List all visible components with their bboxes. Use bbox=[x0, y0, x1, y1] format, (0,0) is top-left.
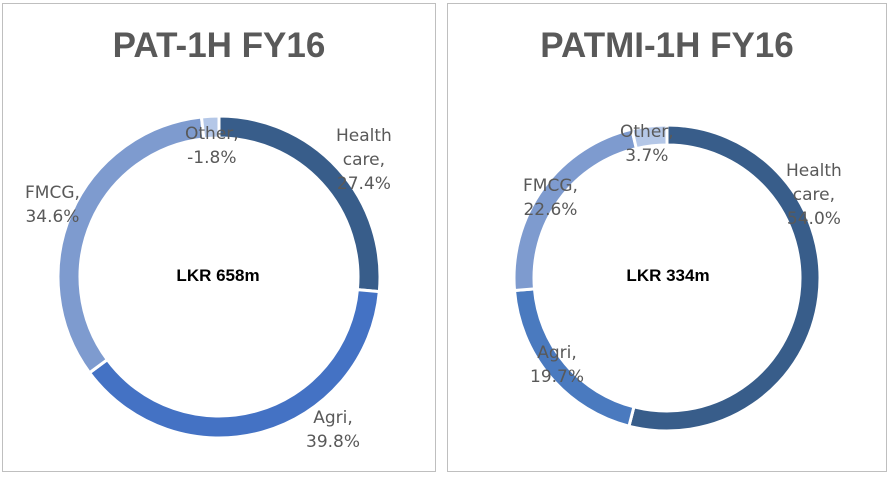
slice-label-line: 27.4% bbox=[336, 174, 391, 194]
chart-title: PATMI-1H FY16 bbox=[540, 26, 794, 65]
slice-label-health-care: Health care, 54.0% bbox=[786, 159, 842, 231]
center-label: LKR 334m bbox=[626, 266, 710, 285]
center-label: LKR 658m bbox=[176, 266, 260, 285]
slice-label-health-care: Health care, 27.4% bbox=[336, 124, 392, 196]
slice-label-line: 34.6% bbox=[25, 207, 80, 227]
slice-label-fmcg: FMCG, 34.6% bbox=[25, 181, 80, 229]
slice-label-line: 3.7% bbox=[625, 146, 669, 166]
slice-label-other: Other, -1.8% bbox=[185, 122, 239, 170]
slice-label-line: -1.8% bbox=[187, 148, 237, 168]
slice-label-line: care, bbox=[342, 150, 386, 170]
slice-label-line: FMCG, bbox=[523, 176, 578, 196]
slice-label-line: Other, bbox=[185, 124, 239, 144]
donut-slice-other bbox=[629, 123, 669, 151]
slice-label-line: 22.6% bbox=[523, 200, 578, 220]
chart-panel-patmi: PATMI-1H FY16 LKR 334m Health care, 54.0… bbox=[447, 3, 887, 472]
slice-label-line: 54.0% bbox=[786, 209, 841, 229]
slice-label-fmcg: FMCG, 22.6% bbox=[523, 174, 578, 222]
chart-panel-pat: PAT-1H FY16 LKR 658m Health care, 27.4% … bbox=[2, 3, 436, 472]
slice-label-line: Agri, bbox=[313, 408, 353, 428]
donut-slice-fmcg bbox=[56, 115, 206, 375]
chart-title: PAT-1H FY16 bbox=[112, 26, 326, 65]
slice-label-line: Health bbox=[786, 161, 842, 181]
slice-label-line: Other, bbox=[620, 122, 674, 142]
slice-label-line: Agri, bbox=[537, 343, 577, 363]
slice-label-line: 39.8% bbox=[306, 432, 361, 452]
donut-chart-patmi bbox=[512, 123, 822, 433]
slice-label-line: Health bbox=[336, 126, 392, 146]
slice-label-agri: Agri, 19.7% bbox=[530, 341, 584, 389]
slice-label-line: FMCG, bbox=[25, 183, 80, 203]
slice-label-line: care, bbox=[792, 185, 836, 205]
donut-slice-other bbox=[199, 114, 221, 141]
donut-chart-pat bbox=[56, 114, 382, 440]
slice-label-agri: Agri, 39.8% bbox=[306, 406, 360, 454]
slice-label-other: Other, 3.7% bbox=[620, 120, 674, 168]
slice-label-line: 19.7% bbox=[530, 367, 585, 387]
